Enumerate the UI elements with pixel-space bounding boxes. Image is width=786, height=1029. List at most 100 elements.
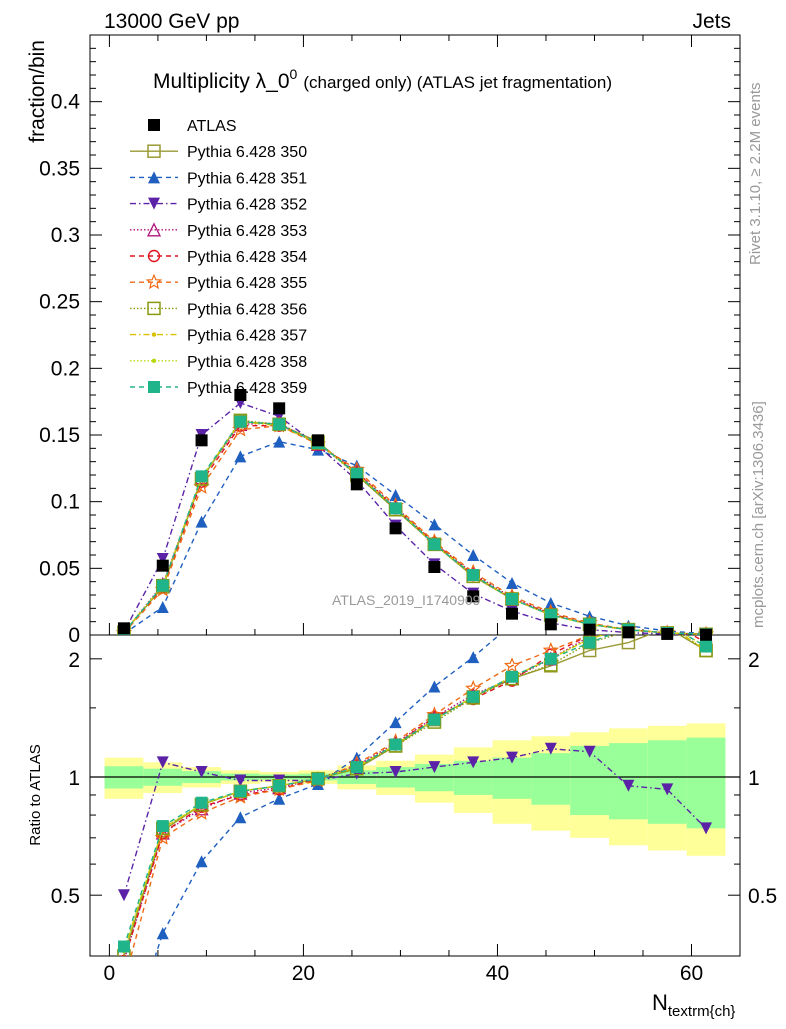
series-point-352	[156, 553, 169, 565]
legend-marker-353	[146, 222, 162, 237]
series-line-352	[123, 402, 707, 635]
series-ratio-point-352	[234, 774, 247, 787]
series-ratio-point-352	[389, 765, 402, 778]
legend-entry-352: Pythia 6.428 352	[130, 197, 307, 214]
legend-entry-353: Pythia 6.428 353	[130, 222, 307, 240]
series-point-359	[234, 415, 247, 428]
legend-entry-358: Pythia 6.428 358	[130, 354, 307, 371]
series-ratio-point-352	[117, 889, 130, 902]
legend-entry-354: Pythia 6.428 354	[130, 249, 307, 266]
legend-marker-357	[151, 332, 157, 337]
series-ratio-line-354	[124, 635, 707, 956]
x-axis-label-main: N	[652, 990, 668, 1015]
series-ratio-point-351	[700, 535, 712, 547]
atlas-data-point	[311, 434, 324, 447]
ratio-uncertainty-bands	[90, 723, 740, 856]
series-ratio-point-355	[117, 975, 130, 988]
series-point-359	[195, 470, 208, 483]
ratio-tick-label-right: 2	[748, 649, 760, 672]
y-tick-label: 0.05	[39, 557, 80, 580]
series-ratio-point-352	[583, 745, 596, 758]
series-ratio-point-359	[117, 940, 130, 953]
series-point-351	[273, 435, 286, 448]
series-point-359	[544, 609, 557, 621]
band-inner-bin	[492, 757, 532, 799]
legend-marker-352	[148, 197, 160, 210]
y-tick-label: 0.15	[39, 424, 80, 447]
atlas-data-point	[350, 478, 363, 491]
series-line-359	[123, 420, 707, 635]
legend-entry-351: Pythia 6.428 351	[130, 170, 307, 187]
series-ratio-point-359	[195, 796, 208, 809]
ratio-tick-label-right: 0.5	[748, 885, 777, 908]
rivet-version-text: Rivet 3.1.10, ≥ 2.2M events	[747, 83, 764, 266]
legend-marker-358	[151, 358, 157, 363]
series-ratio-point-359	[544, 652, 557, 665]
series-point-359	[350, 467, 363, 480]
ratio-tick-label: 2	[68, 649, 80, 672]
series-ratio-point-359	[506, 670, 519, 683]
series-ratio-point-359	[350, 761, 363, 774]
series-ratio-point-354	[120, 954, 128, 956]
legend-entry-357: Pythia 6.428 357	[130, 328, 307, 345]
series-ratio-point-353	[194, 801, 209, 816]
series-ratio-point-351	[506, 618, 518, 630]
series-point-351	[195, 515, 208, 528]
series-point-351	[506, 577, 519, 589]
series-ratio-point-351	[195, 855, 208, 868]
legend-label-359: Pythia 6.428 359	[187, 380, 307, 397]
x-tick-label: 60	[680, 962, 703, 985]
series-ratio-point-359	[311, 772, 324, 785]
series-point-359	[506, 593, 519, 605]
legend-entry-355: Pythia 6.428 355	[130, 273, 307, 292]
series-ratio-point-352	[467, 756, 480, 769]
series-ratio-point-359	[156, 820, 169, 833]
x-tick-label: 0	[104, 962, 116, 985]
chart-title: Multiplicity λ_00 (charged only) (ATLAS j…	[153, 66, 612, 93]
series-ratio-point-351	[156, 927, 169, 940]
y-tick-label: 0.35	[39, 157, 80, 180]
legend-label-352: Pythia 6.428 352	[187, 197, 307, 214]
series-ratio-point-351	[661, 543, 673, 555]
chart-title-main: Multiplicity λ_0	[153, 70, 290, 93]
series-ratio-point-355	[154, 829, 171, 845]
atlas-data-point	[156, 559, 169, 572]
x-tick-label: 40	[486, 962, 509, 985]
series-ratio-point-359	[583, 636, 596, 649]
series-ratio-point-351	[273, 792, 286, 805]
ratio-frame	[89, 634, 741, 957]
y-axis-label: fraction/bin	[26, 40, 49, 143]
series-point-351	[467, 549, 480, 561]
series-point-351	[544, 597, 557, 609]
series-ratio-point-352	[156, 756, 169, 769]
legend-marker-atlas	[148, 119, 160, 131]
y-tick-label: 0.25	[39, 291, 80, 314]
x-tick-label: 20	[292, 962, 315, 985]
series-ratio-point-351	[584, 573, 596, 585]
atlas-data-point	[273, 402, 286, 415]
series-ratio-point-352	[544, 742, 557, 755]
x-axis-label-sub: textrm{ch}	[668, 1003, 736, 1020]
plot-frames	[89, 34, 741, 957]
series-ratio-point-351	[428, 680, 441, 693]
series-point-359	[273, 418, 286, 431]
series-ratio-point-359	[467, 690, 480, 703]
series-ratio-point-352	[661, 783, 674, 796]
series-point-359	[467, 569, 480, 581]
atlas-data-point	[195, 434, 208, 447]
atlas-data-point	[544, 618, 557, 631]
series-ratio-point-352	[195, 765, 208, 778]
legend-entry-356: Pythia 6.428 356	[130, 301, 307, 318]
mc-series	[115, 397, 715, 988]
series-ratio-point-359	[273, 779, 286, 792]
series-ratio-point-351	[622, 557, 634, 569]
series-point-351	[389, 489, 402, 501]
ratio-panel-series	[117, 535, 713, 988]
atlas-data-point	[117, 622, 130, 635]
atlas-data-point	[622, 626, 635, 639]
series-ratio-point-352	[622, 779, 635, 792]
series-point-351	[428, 518, 441, 531]
